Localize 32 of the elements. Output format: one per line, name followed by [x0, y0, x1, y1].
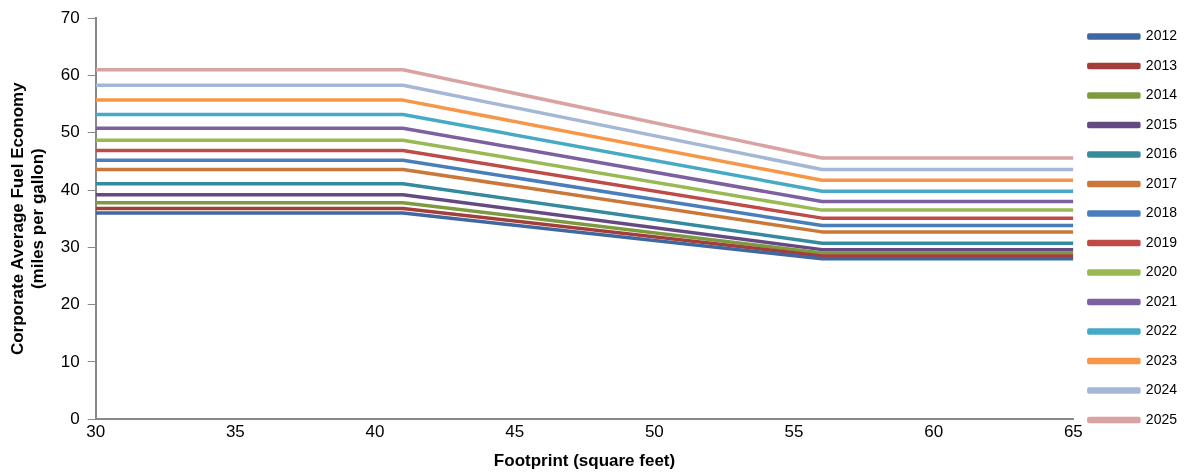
- y-tick-label: 50: [60, 122, 80, 142]
- x-tick-label: 55: [784, 422, 804, 442]
- y-axis-title: Corporate Average Fuel Economy (miles per gallon): [7, 81, 48, 356]
- y-tick-label: 30: [60, 237, 80, 257]
- x-tick-label: 45: [505, 422, 525, 442]
- legend-label: 2012: [1145, 27, 1178, 44]
- y-tick-label: 60: [60, 65, 80, 85]
- legend-label: 2014: [1145, 86, 1178, 103]
- legend-label: 2017: [1145, 174, 1178, 191]
- x-tick-label: 65: [1063, 422, 1083, 442]
- x-tick-label: 35: [225, 422, 245, 442]
- legend-label: 2022: [1145, 322, 1178, 339]
- legend-label: 2016: [1145, 145, 1178, 162]
- x-tick-label: 30: [86, 422, 106, 442]
- legend-label: 2024: [1145, 381, 1178, 398]
- legend-label: 2018: [1145, 204, 1178, 221]
- legend-label: 2019: [1145, 233, 1178, 250]
- y-tick-label: 10: [60, 351, 80, 371]
- legend-label: 2021: [1145, 292, 1178, 309]
- legend-label: 2013: [1145, 56, 1178, 73]
- x-tick-label: 40: [365, 422, 385, 442]
- legend-label: 2025: [1145, 410, 1178, 427]
- legend-label: 2020: [1145, 263, 1178, 280]
- x-tick-label: 50: [644, 422, 664, 442]
- legend-label: 2015: [1145, 115, 1178, 132]
- y-tick-label: 20: [60, 294, 80, 314]
- y-tick-label: 70: [60, 7, 80, 27]
- y-tick-label: 0: [70, 408, 80, 428]
- x-tick-label: 60: [924, 422, 944, 442]
- x-axis-title: Footprint (square feet): [493, 451, 676, 471]
- legend-label: 2023: [1145, 351, 1178, 368]
- y-tick-label: 40: [60, 179, 80, 199]
